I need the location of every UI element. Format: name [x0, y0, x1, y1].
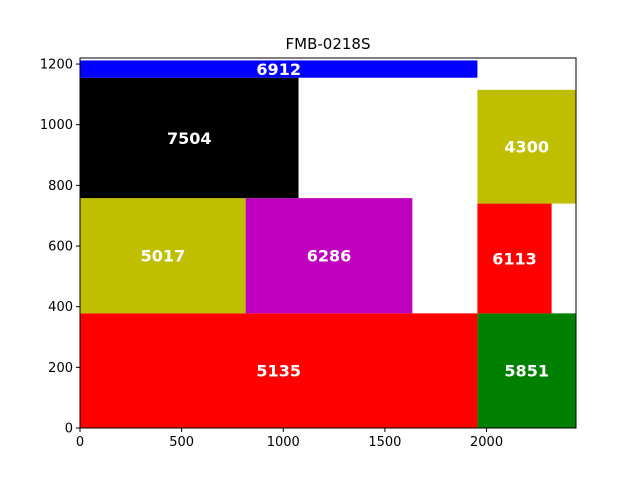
panel-label-6286: 6286 — [307, 247, 352, 266]
panel-rect-6912 — [80, 60, 478, 78]
y-tick-label: 200 — [48, 361, 73, 376]
y-tick-label: 400 — [48, 300, 73, 315]
plot-frame — [79, 57, 577, 429]
panel-rect-4300 — [477, 89, 576, 204]
y-tick-label: 1200 — [40, 58, 73, 73]
panel-rect-5851 — [477, 313, 576, 428]
y-axis: 0 200 400 600 800 1000 1200 — [40, 58, 80, 437]
panel-label-5017: 5017 — [141, 247, 186, 266]
x-tick-label: 0 — [76, 435, 84, 450]
y-tick-label: 1000 — [40, 118, 73, 133]
y-tick-label: 800 — [48, 179, 73, 194]
x-tick-label: 500 — [169, 435, 194, 450]
panel-rect-6286 — [245, 198, 413, 314]
panel-rect-6113 — [477, 203, 552, 314]
panel-rect-5017 — [80, 198, 246, 314]
x-axis: 0 500 1000 1500 2000 — [76, 428, 503, 450]
panel-rect-5135 — [80, 313, 478, 428]
x-tick-label: 2000 — [470, 435, 503, 450]
y-tick-label: 600 — [48, 240, 73, 255]
panel-label-4300: 4300 — [504, 138, 549, 157]
panel-label-7504: 7504 — [167, 129, 212, 148]
x-tick-label: 1500 — [368, 435, 401, 450]
chart-title: FMB-0218S — [286, 35, 371, 53]
panel-label-5135: 5135 — [256, 362, 301, 381]
x-tick-label: 1000 — [267, 435, 300, 450]
y-tick-label: 0 — [65, 422, 73, 437]
panel-label-6113: 6113 — [492, 249, 537, 268]
plot-area: 5135 5851 5017 6286 6113 7504 4300 6912 — [80, 60, 576, 428]
panel-label-6912: 6912 — [256, 60, 301, 79]
panel-rect-7504 — [80, 77, 299, 199]
panel-label-5851: 5851 — [504, 362, 549, 381]
